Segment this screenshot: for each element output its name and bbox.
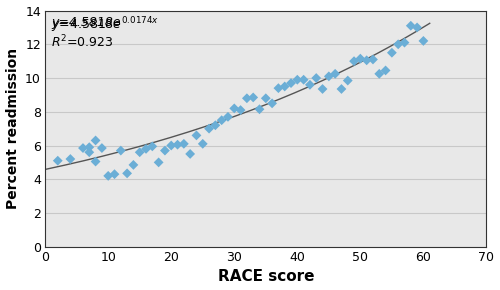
Point <box>86 145 94 150</box>
Point <box>274 86 282 90</box>
Point <box>420 39 428 43</box>
Y-axis label: Percent readmission: Percent readmission <box>6 48 20 209</box>
Point <box>148 144 156 149</box>
Point <box>287 81 295 86</box>
Point <box>180 142 188 146</box>
Point <box>362 58 370 63</box>
Point <box>325 74 333 79</box>
Point <box>92 159 100 164</box>
Point <box>369 57 377 62</box>
Point <box>212 123 220 128</box>
Text: $\mathit{y}$=4.5818$e^{0.0174x}$: $\mathit{y}$=4.5818$e^{0.0174x}$ <box>52 16 160 35</box>
Point <box>199 142 207 146</box>
Point <box>356 56 364 61</box>
Point <box>167 143 175 148</box>
Point <box>306 82 314 87</box>
Point <box>161 148 169 153</box>
Point <box>331 72 339 76</box>
Point <box>192 133 200 138</box>
Point <box>130 163 138 167</box>
Point <box>312 76 320 80</box>
Point <box>376 72 384 76</box>
Point <box>294 77 302 82</box>
Text: $\mathit{R}^2$=0.923: $\mathit{R}^2$=0.923 <box>52 34 114 51</box>
Point <box>54 158 62 163</box>
Point <box>394 42 402 47</box>
X-axis label: RACE score: RACE score <box>218 269 314 284</box>
Point <box>350 59 358 64</box>
Point <box>154 160 162 165</box>
Point <box>205 126 213 131</box>
Point <box>174 142 182 147</box>
Point <box>142 146 150 151</box>
Point <box>98 146 106 150</box>
Point <box>104 173 112 178</box>
Point <box>79 146 87 150</box>
Point <box>318 87 326 91</box>
Point <box>230 106 238 111</box>
Point <box>382 68 390 73</box>
Point <box>262 96 270 101</box>
Point <box>407 23 415 28</box>
Point <box>218 118 226 122</box>
Point <box>136 150 143 155</box>
Point <box>243 96 251 101</box>
Point <box>388 50 396 55</box>
Point <box>186 152 194 156</box>
Point <box>268 101 276 106</box>
Point <box>92 138 100 143</box>
Point <box>224 115 232 119</box>
Point <box>66 157 74 161</box>
Point <box>300 77 308 82</box>
Point <box>413 25 421 30</box>
Point <box>256 107 264 112</box>
Point <box>110 172 118 177</box>
Text: y=4.5818e: y=4.5818e <box>52 16 121 29</box>
Point <box>400 40 408 45</box>
Point <box>123 171 131 176</box>
Point <box>344 78 352 83</box>
Point <box>249 95 257 100</box>
Point <box>280 84 288 89</box>
Point <box>236 108 244 113</box>
Point <box>86 150 94 155</box>
Point <box>338 87 345 91</box>
Point <box>117 148 125 153</box>
